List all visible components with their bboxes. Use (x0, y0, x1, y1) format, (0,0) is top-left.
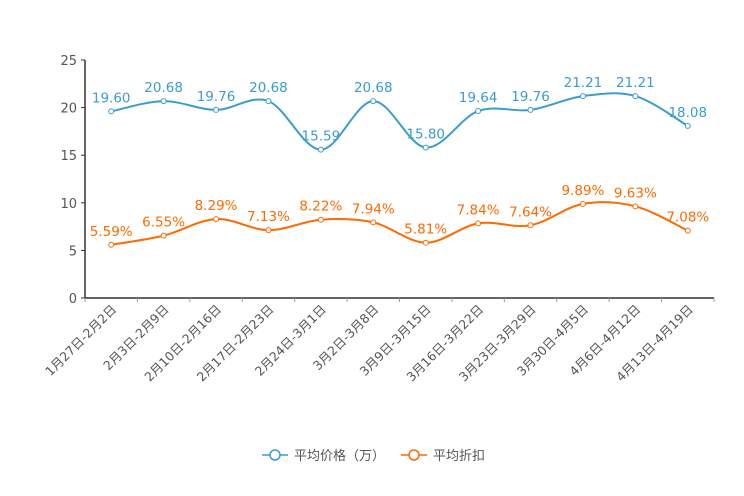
data-label: 8.29% (195, 198, 238, 214)
data-label: 20.68 (354, 80, 393, 96)
legend-label: 平均价格（万） (294, 449, 386, 464)
data-point (160, 232, 167, 239)
y-tick-label: 15 (60, 149, 77, 164)
data-point (108, 108, 115, 115)
data-label: 7.84% (457, 202, 500, 218)
data-label: 21.21 (616, 75, 655, 91)
data-point (632, 93, 639, 100)
data-label: 21.21 (564, 75, 603, 91)
data-point (370, 219, 377, 226)
data-point (317, 146, 324, 153)
data-label: 19.76 (511, 89, 550, 105)
data-label: 18.08 (668, 105, 707, 121)
circle-line-icon (262, 448, 288, 461)
data-point (422, 239, 429, 246)
data-point (527, 106, 534, 113)
data-label: 20.68 (144, 80, 183, 96)
data-point (370, 98, 377, 105)
data-label: 5.81% (404, 222, 447, 238)
data-point (160, 98, 167, 105)
data-label: 8.22% (299, 199, 342, 215)
circle-line-icon (401, 448, 428, 461)
data-point (422, 144, 429, 151)
y-tick-label: 0 (69, 292, 77, 307)
data-label: 5.59% (90, 224, 133, 240)
data-label: 7.13% (247, 209, 290, 225)
series-line-1 (111, 201, 689, 246)
data-point (475, 220, 482, 227)
data-point (684, 227, 691, 234)
data-point (579, 200, 586, 207)
data-point (684, 122, 691, 129)
data-label: 15.59 (302, 129, 341, 145)
data-point (527, 222, 534, 229)
data-point (317, 216, 324, 223)
data-label: 19.76 (197, 89, 236, 105)
data-point (213, 216, 220, 223)
data-label: 9.63% (614, 185, 657, 201)
data-label: 7.94% (352, 201, 395, 217)
data-label: 7.08% (666, 210, 709, 226)
data-point (265, 98, 272, 105)
data-label: 7.64% (509, 204, 552, 220)
data-label: 9.89% (562, 183, 605, 199)
data-point (475, 108, 482, 115)
legend-item-price[interactable]: 平均价格（万） (262, 445, 385, 464)
legend: 平均价格（万） 平均折扣 (262, 445, 485, 464)
data-point (108, 241, 115, 248)
y-tick-label: 20 (60, 102, 77, 117)
y-tick-label: 5 (69, 244, 77, 259)
data-point (265, 227, 272, 234)
data-label: 19.60 (92, 90, 131, 106)
y-tick-label: 25 (60, 54, 77, 69)
data-point (213, 106, 220, 113)
legend-label: 平均折扣 (433, 449, 486, 464)
y-tick-label: 10 (60, 197, 77, 212)
legend-item-discount[interactable]: 平均折扣 (401, 445, 485, 464)
data-label: 6.55% (142, 215, 185, 231)
data-point (579, 93, 586, 100)
data-point (632, 203, 639, 210)
data-label: 19.64 (459, 90, 498, 106)
data-label: 20.68 (249, 80, 288, 96)
data-label: 15.80 (406, 127, 445, 143)
